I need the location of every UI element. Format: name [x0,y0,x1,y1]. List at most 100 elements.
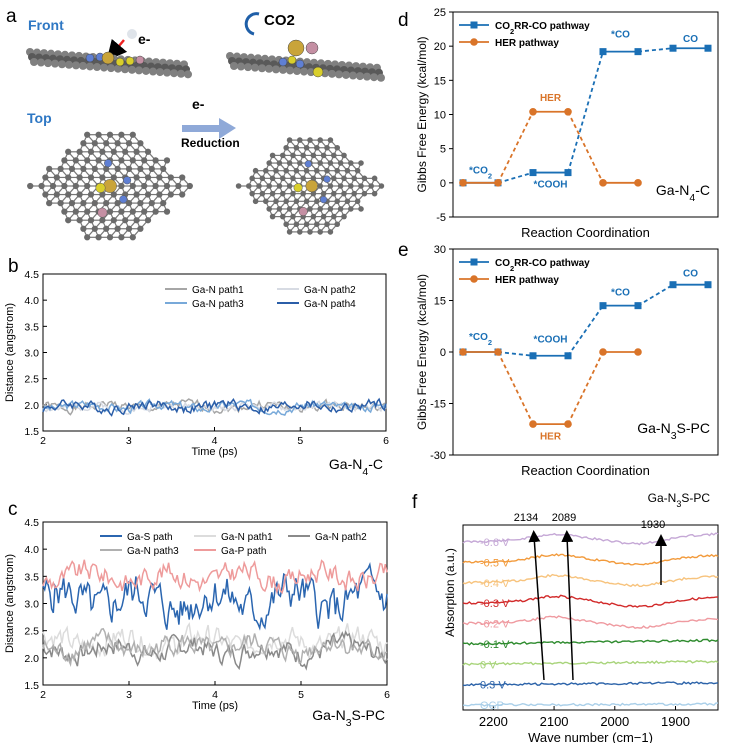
x-axis-label: Time (ps) [192,700,238,712]
transition-line [567,111,604,184]
carbon-atom [337,206,344,212]
atom [287,55,297,65]
x-tick-label: 4 [212,435,218,447]
carbon-atom [72,208,79,215]
carbon-atom [378,183,385,189]
x-axis-label: Reaction Coordination [521,225,650,240]
carbon-atom [259,190,266,197]
potential-label: -0.6 V [480,537,510,549]
carbon-atom [341,190,347,197]
carbon-atom [167,191,174,198]
data-point [529,352,537,360]
carbon-atom [290,152,296,159]
potential-label: 0.3 V [480,680,506,692]
carbon-atom [371,190,378,197]
carbon-atom [317,206,324,212]
carbon-atom [91,165,98,173]
carbon-atom [361,175,368,182]
sheet-atom [86,62,94,71]
co2-label: CO2 [264,12,295,29]
chart-title: Ga-N4-C [656,182,710,204]
legend-label: HER pathway [495,275,559,286]
reduction-arrow-icon [182,125,220,132]
carbon-atom [296,137,303,143]
carbon-atom [300,190,307,197]
carbon-atom [307,137,313,143]
carbon-atom [118,131,125,138]
peak-arrow [561,530,574,681]
carbon-atom [106,208,114,215]
carbon-atom [141,157,148,164]
carbon-atom [118,157,125,164]
sheet-atom [100,63,108,72]
annotation: *CO2 [469,332,492,347]
sheet-atom [58,60,66,69]
peak-label: 1930 [641,519,665,531]
sheet-atom [363,72,371,81]
legend-label: CO2RR-CO pathway [495,258,590,273]
y-tick-label: 10 [434,110,446,122]
carbon-atom [279,190,286,197]
potential-label: OCP [480,700,504,712]
carbon-atom [179,191,186,198]
carbon-atom [42,174,49,181]
annotation: *CO [611,287,630,298]
sheet-atom [177,69,185,78]
annotation: *CO2 [469,165,492,180]
potential-label: -0.4 V [480,578,510,590]
carbon-atom [283,144,290,151]
carbon-atom [245,183,252,189]
atom [125,56,135,66]
atom [319,195,328,204]
carbon-atom [269,175,276,182]
carbon-atom [103,199,110,207]
carbon-atom [313,221,320,228]
y-tick-label: 3.5 [24,571,39,583]
sheet-atom [107,64,115,73]
y-axis-label: Gibbs Free Energy (kcal/mol) [415,274,429,430]
carbon-atom [276,183,283,189]
carbon-atom [317,229,324,235]
carbon-atom [144,191,152,198]
carbon-atom [99,191,106,198]
chart-e: -30 -15 0 15 30 Gibbs Free Energy (kcal/mol) R… [415,244,719,478]
x-axis-label: Wave number (cm−1) [528,730,653,743]
legend-label: Ga-N path3 [127,546,179,557]
carbon-atom [358,183,364,189]
sheet-atom [93,63,101,72]
carbon-atom [310,175,317,182]
carbon-atom [354,198,361,205]
atom [304,160,312,168]
carbon-atom [163,208,171,215]
data-point [564,107,572,116]
atom [305,41,319,55]
carbon-atom [293,198,300,205]
peak-label: 2134 [514,512,538,524]
carbon-atom [91,199,98,207]
carbon-atom [87,191,95,198]
carbon-atom [300,152,307,159]
sheet-atom [349,71,357,80]
carbon-atom [293,221,300,228]
electron-icon [127,29,137,39]
potential-label: -0.5 V [480,557,510,569]
y-tick-label: 3.0 [24,348,39,360]
carbon-atom [276,160,283,166]
carbon-atom [91,140,98,147]
carbon-atom [95,157,102,164]
reduction-electron-label: e- [192,96,205,112]
carbon-atom [235,183,242,189]
carbon-atom [341,152,347,159]
carbon-atom [80,140,87,147]
carbon-atom [330,213,337,220]
y-axis-label: Distance (angstrom) [4,554,16,653]
series-line [42,559,388,595]
transition-line [497,351,534,425]
carbon-atom [72,157,79,164]
sheet-atom [328,69,336,78]
carbon-atom [337,183,344,189]
sheet-atom [128,65,136,74]
carbon-atom [141,182,148,190]
sheet-atom [335,70,343,79]
carbon-atom [296,160,303,166]
